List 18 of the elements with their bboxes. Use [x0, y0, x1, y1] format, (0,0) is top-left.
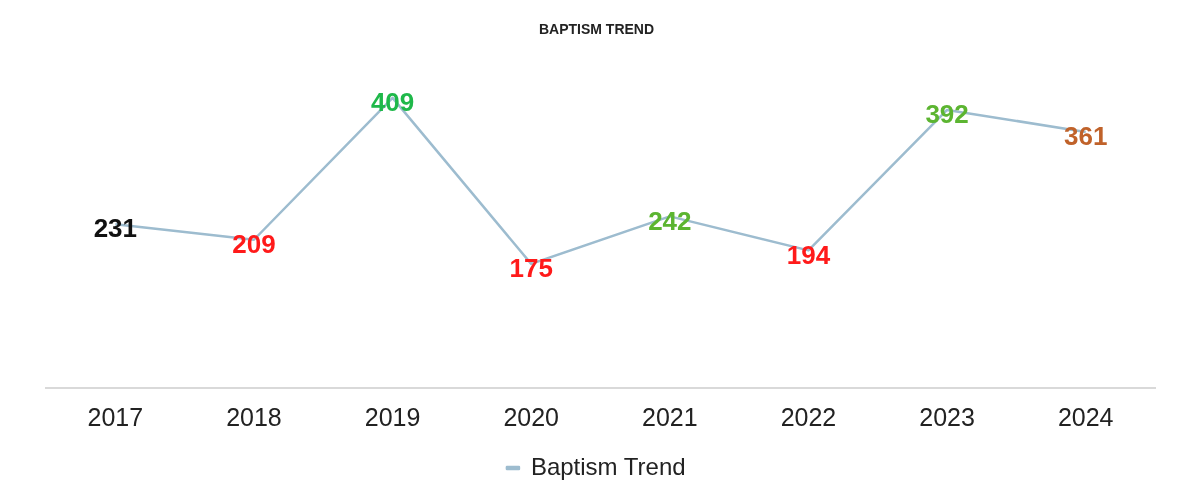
data-label: 194	[786, 239, 831, 270]
x-tick-label: 2019	[364, 402, 421, 431]
data-label: 392	[925, 99, 969, 130]
x-tick-label: 2020	[503, 402, 559, 431]
chart-title: BAPTISM TREND	[538, 21, 655, 38]
x-tick-label: 2018	[226, 402, 282, 431]
x-tick-label: 2021	[642, 402, 698, 431]
legend-label: Baptism Trend	[530, 452, 686, 480]
x-tick-label: 2022	[780, 402, 837, 431]
x-tick-label: 2024	[1057, 402, 1114, 431]
data-label: 231	[93, 213, 138, 244]
data-label: 361	[1063, 121, 1108, 152]
data-label: 409	[370, 87, 415, 118]
x-tick-label: 2017	[87, 402, 144, 431]
x-tick-label: 2023	[919, 402, 975, 431]
data-label: 242	[648, 205, 692, 236]
data-label: 175	[509, 253, 553, 284]
data-label: 209	[232, 228, 276, 259]
